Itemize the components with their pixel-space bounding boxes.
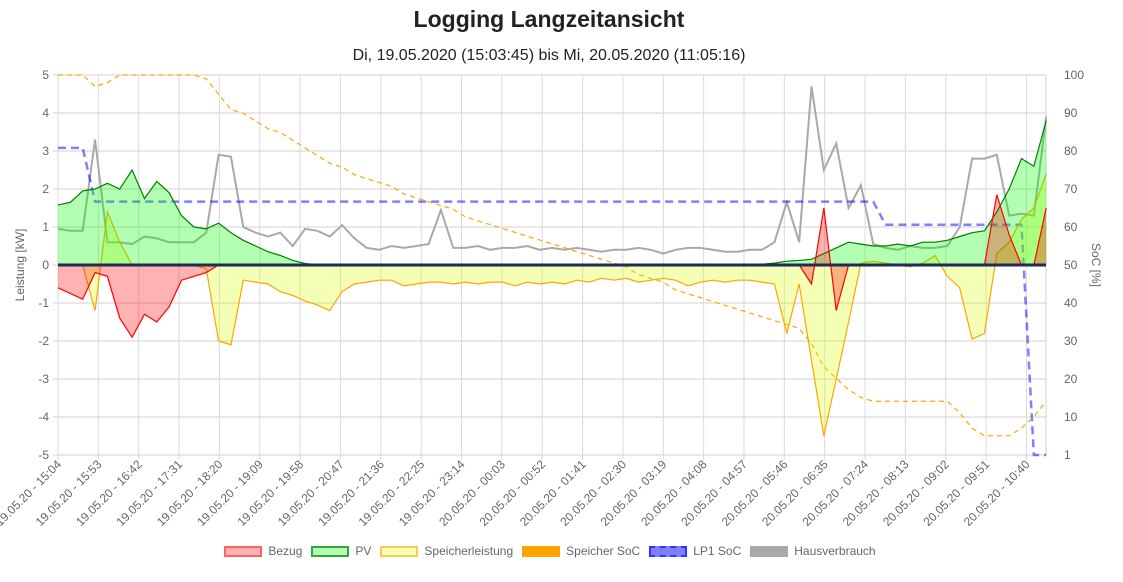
series-speicherleistung [58, 173, 1047, 437]
y2-tick-label: 90 [1064, 106, 1078, 120]
legend-item-speicher-soc[interactable]: Speicher SoC [522, 544, 640, 558]
y-axis-label: Leistung [kW] [13, 229, 27, 302]
legend-label: Speicher SoC [566, 544, 641, 558]
y-tick-label: 0 [42, 258, 49, 272]
chart-subtitle: Di, 19.05.2020 (15:03:45) bis Mi, 20.05.… [352, 47, 746, 64]
speicher-soc-line [58, 74, 1047, 437]
series-hausverbrauch [57, 86, 1048, 255]
legend-label: Bezug [268, 544, 303, 558]
y2-tick-label: 50 [1064, 258, 1078, 272]
legend: Bezug PV Speicherleistung Speicher SoC LP1 S… [0, 544, 1100, 558]
series-speicher-soc [58, 74, 1047, 437]
series-lp1-soc [58, 146, 1047, 457]
y2-tick-label: 1 [1064, 448, 1071, 462]
y2-tick-label: 80 [1064, 144, 1078, 158]
y2-tick-label: 20 [1064, 372, 1078, 386]
y-tick-label: -2 [38, 334, 49, 348]
y2-tick-label: 100 [1064, 68, 1084, 82]
y-tick-label: -3 [38, 372, 49, 386]
legend-item-bezug[interactable]: Bezug [224, 544, 302, 558]
y2-tick-label: 40 [1064, 296, 1078, 310]
y2-tick-label: 10 [1064, 410, 1078, 424]
y-tick-label: -1 [38, 296, 49, 310]
legend-item-pv[interactable]: PV [311, 544, 371, 558]
y-tick-label: -5 [38, 448, 49, 462]
legend-item-speicherleistung[interactable]: Speicherleistung [380, 544, 513, 558]
y-tick-label: -4 [38, 410, 49, 424]
y2-tick-label: 60 [1064, 220, 1078, 234]
legend-swatch [522, 545, 561, 557]
chart-title: Logging Langzeitansicht [413, 6, 685, 32]
legend-label: Hausverbrauch [794, 544, 876, 558]
y2-tick-label: 70 [1064, 182, 1078, 196]
series-pv [57, 120, 1047, 266]
pv-area [58, 120, 1047, 265]
legend-label: LP1 SoC [693, 544, 742, 558]
legend-swatch [649, 545, 688, 557]
legend-label: PV [355, 544, 372, 558]
legend-label: Speicherleistung [424, 544, 514, 558]
y-tick-label: 2 [42, 182, 49, 196]
legend-item-lp1-soc[interactable]: LP1 SoC [649, 544, 741, 558]
speicherleistung-area [58, 173, 1047, 437]
y-tick-label: 5 [42, 68, 49, 82]
hausverbrauch-line [57, 86, 1048, 255]
legend-item-hausverbrauch[interactable]: Hausverbrauch [750, 544, 876, 558]
legend-swatch [750, 545, 789, 557]
lp1-soc-line [58, 146, 1047, 457]
y-tick-label: 4 [42, 106, 49, 120]
legend-swatch [380, 545, 419, 557]
legend-swatch [311, 545, 350, 557]
y-tick-label: 1 [42, 220, 49, 234]
y2-tick-label: 30 [1064, 334, 1078, 348]
speicherleistung-line [58, 173, 1047, 437]
y-tick-label: 3 [42, 144, 49, 158]
x-tick-label: 19.05.20 - 15:04 [0, 457, 64, 529]
legend-swatch [224, 545, 263, 557]
y2-axis-label: SoC [%] [1089, 243, 1103, 287]
